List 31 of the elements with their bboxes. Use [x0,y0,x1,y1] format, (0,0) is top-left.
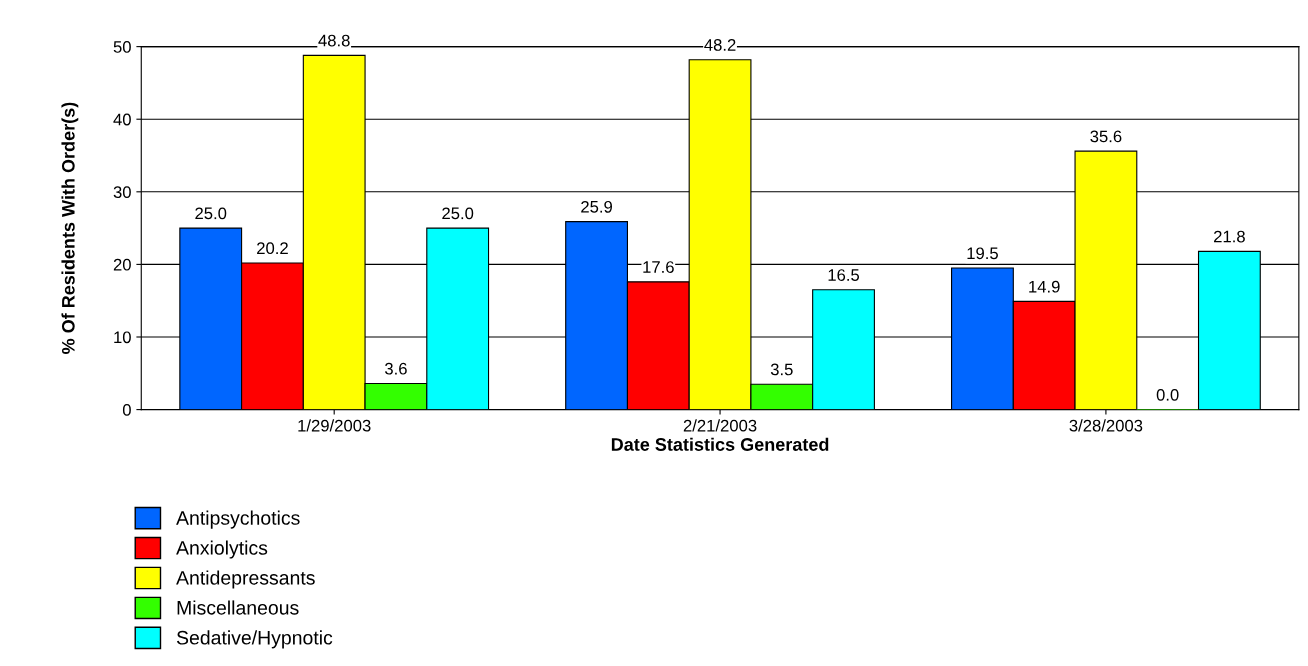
y-axis-title: % Of Residents With Order(s) [61,102,79,354]
y-tick-label: 20 [113,258,131,271]
y-tick-label: 50 [113,41,131,53]
legend-label: Anxiolytics [176,540,268,559]
data-label: 19.5 [967,247,998,260]
x-tick-label: 1/29/2003 [298,419,371,432]
data-label: 25.0 [442,207,474,220]
data-label: 16.5 [828,269,860,281]
y-tick-label: 30 [113,186,131,199]
data-label: 25.0 [195,207,227,220]
data-label: 0.0 [1156,388,1179,401]
y-tick-label: 0 [122,403,131,416]
x-tick-label: 3/28/2003 [1069,419,1143,432]
data-label: 3.5 [770,363,793,376]
data-label: 25.9 [581,200,613,213]
data-label: 14.9 [1029,280,1060,293]
data-label: 3.6 [384,362,407,375]
legend-label: Sedative/Hypnotic [176,630,333,649]
data-label: 17.6 [643,261,674,273]
x-tick-label: 2/21/2003 [683,419,757,432]
y-tick-label: 40 [113,113,131,126]
legend-label: Antidepressants [176,570,315,589]
data-label: 35.6 [1090,130,1122,143]
data-label: 20.2 [257,242,288,255]
legend-label: Miscellaneous [177,600,299,615]
y-tick-label: 10 [114,331,131,344]
data-label: 48.8 [318,34,350,47]
data-label: 21.8 [1214,230,1245,243]
x-axis-title: Date Statistics Generated [611,437,829,451]
legend-label: Antipsychotics [176,510,300,529]
data-label: 48.2 [704,39,736,51]
